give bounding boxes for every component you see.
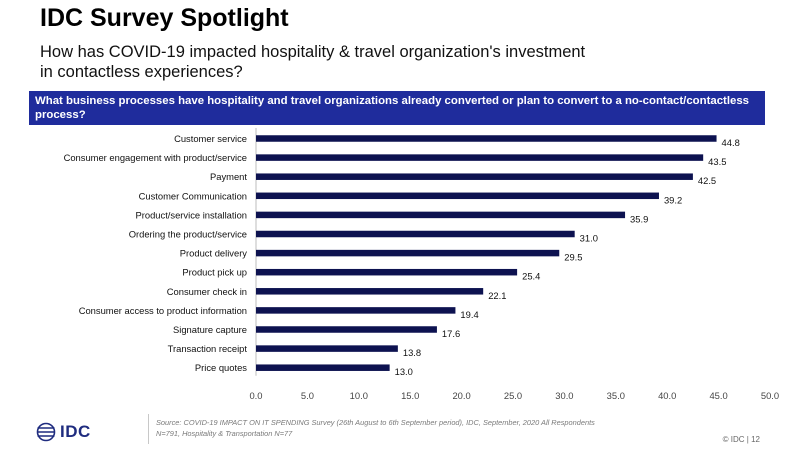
bar bbox=[256, 249, 560, 257]
category-label: Signature capture bbox=[173, 324, 247, 335]
x-tick-label: 30.0 bbox=[555, 390, 573, 401]
value-label: 13.8 bbox=[403, 347, 421, 358]
x-tick-label: 40.0 bbox=[658, 390, 676, 401]
x-tick-label: 0.0 bbox=[249, 390, 262, 401]
question-banner: What business processes have hospitality… bbox=[29, 91, 765, 125]
value-label: 43.5 bbox=[708, 156, 726, 167]
value-label: 22.1 bbox=[488, 290, 506, 301]
footer-divider bbox=[148, 414, 149, 444]
bar bbox=[256, 345, 398, 352]
page-title: IDC Survey Spotlight bbox=[40, 4, 289, 32]
bar bbox=[256, 307, 456, 314]
logo-text: IDC bbox=[60, 422, 91, 441]
globe-icon bbox=[36, 422, 56, 442]
category-label: Consumer access to product information bbox=[79, 305, 247, 316]
category-label: Ordering the product/service bbox=[129, 229, 247, 240]
idc-logo: IDC bbox=[36, 421, 91, 443]
bar bbox=[256, 230, 575, 238]
category-label: Consumer engagement with product/service bbox=[64, 152, 247, 163]
value-label: 19.4 bbox=[460, 309, 478, 320]
bar bbox=[256, 154, 704, 161]
bar bbox=[256, 364, 390, 371]
bar bbox=[256, 173, 693, 180]
category-label: Customer service bbox=[174, 133, 247, 144]
source-note: Source: COVID-19 IMPACT ON IT SPENDING S… bbox=[156, 418, 595, 438]
category-label: Customer Communication bbox=[139, 190, 247, 201]
value-label: 29.5 bbox=[564, 252, 582, 263]
bar bbox=[256, 288, 484, 295]
category-label: Price quotes bbox=[195, 362, 247, 373]
category-label: Payment bbox=[210, 171, 247, 182]
value-label: 44.8 bbox=[722, 137, 740, 148]
category-label: Transaction receipt bbox=[168, 343, 248, 354]
value-label: 13.0 bbox=[395, 366, 413, 377]
x-tick-label: 10.0 bbox=[350, 390, 368, 401]
bar bbox=[256, 268, 518, 276]
x-tick-label: 25.0 bbox=[504, 390, 522, 401]
x-tick-label: 50.0 bbox=[761, 390, 779, 401]
value-label: 31.0 bbox=[580, 233, 598, 244]
value-label: 39.2 bbox=[664, 194, 682, 205]
x-tick-label: 45.0 bbox=[709, 390, 727, 401]
page-subtitle: How has COVID-19 impacted hospitality & … bbox=[40, 43, 586, 81]
x-tick-label: 35.0 bbox=[607, 390, 625, 401]
bar bbox=[256, 135, 717, 142]
x-tick-label: 5.0 bbox=[301, 390, 314, 401]
bar bbox=[256, 211, 626, 219]
value-label: 35.9 bbox=[630, 213, 648, 224]
category-label: Product pick up bbox=[182, 267, 247, 278]
value-label: 17.6 bbox=[442, 328, 460, 339]
bar bbox=[256, 192, 659, 200]
x-tick-label: 20.0 bbox=[452, 390, 470, 401]
category-label: Product/service installation bbox=[135, 209, 247, 220]
category-label: Product delivery bbox=[180, 248, 248, 259]
bar-chart: Customer service 44.8 Consumer engagement … bbox=[64, 128, 779, 401]
value-label: 25.4 bbox=[522, 271, 540, 282]
value-label: 42.5 bbox=[698, 175, 716, 186]
page-number: © IDC | 12 bbox=[722, 435, 760, 444]
category-label: Consumer check in bbox=[167, 286, 247, 297]
bar bbox=[256, 326, 437, 333]
x-tick-label: 15.0 bbox=[401, 390, 419, 401]
